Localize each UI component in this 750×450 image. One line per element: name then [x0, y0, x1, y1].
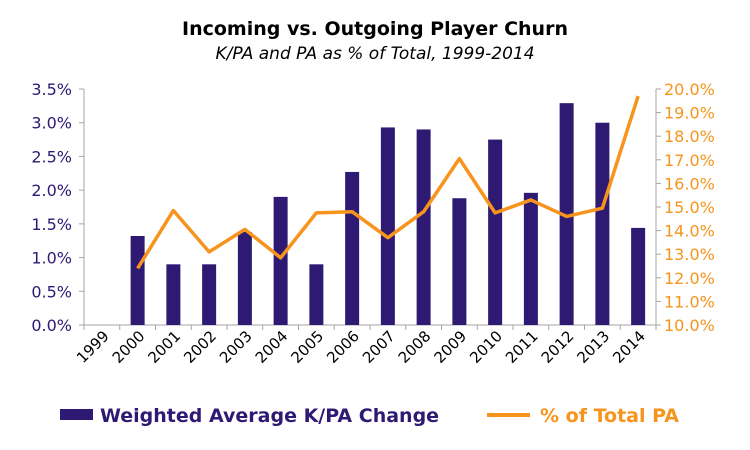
x-tick-label: 1999 — [73, 327, 113, 367]
bar — [273, 196, 288, 325]
x-tick-label: 2006 — [323, 327, 363, 367]
bar — [202, 264, 217, 325]
y-right-tick-label: 11.0% — [664, 292, 715, 311]
bar — [166, 264, 181, 325]
y-right-tick-label: 10.0% — [664, 316, 715, 335]
y-left-tick-label: 0.5% — [31, 282, 72, 301]
y-right-tick-label: 12.0% — [664, 269, 715, 288]
bar — [345, 171, 360, 325]
bar — [523, 192, 538, 325]
x-tick-label: 2002 — [180, 327, 220, 367]
x-tick-label: 2003 — [216, 327, 256, 367]
x-tick-label: 2004 — [252, 327, 292, 367]
bar — [380, 127, 395, 325]
bar — [488, 139, 503, 325]
bar — [559, 103, 574, 325]
x-tick-label: 2011 — [502, 327, 542, 367]
legend-swatch-bar — [60, 409, 93, 420]
y-left-tick-label: 2.0% — [31, 181, 72, 200]
chart-subtitle: K/PA and PA as % of Total, 1999-2014 — [215, 44, 534, 64]
y-left-tick-label: 1.0% — [31, 249, 72, 268]
bar — [416, 129, 431, 325]
y-right-tick-label: 16.0% — [664, 174, 715, 193]
x-tick-label: 2009 — [430, 327, 470, 367]
x-tick-label: 2008 — [395, 327, 435, 367]
x-tick-label: 2014 — [609, 327, 649, 367]
x-tick-label: 2010 — [466, 327, 506, 367]
bar — [452, 198, 467, 325]
bar — [309, 264, 324, 325]
bar — [631, 227, 646, 325]
y-right-tick-label: 15.0% — [664, 198, 715, 217]
x-tick-label: 2005 — [287, 327, 327, 367]
y-left-tick-label: 2.5% — [31, 147, 72, 166]
chart-title: Incoming vs. Outgoing Player Churn — [182, 18, 568, 40]
bar — [595, 122, 610, 325]
x-tick-label: 2012 — [538, 327, 578, 367]
x-tick-label: 2000 — [109, 327, 149, 367]
y-left-tick-label: 0.0% — [31, 316, 72, 335]
y-left-tick-label: 1.5% — [31, 215, 72, 234]
y-left-tick-label: 3.5% — [31, 80, 72, 99]
y-right-tick-label: 17.0% — [664, 151, 715, 170]
x-tick-label: 2013 — [573, 327, 613, 367]
x-tick-label: 2001 — [144, 327, 184, 367]
legend-label-bar: Weighted Average K/PA Change — [100, 405, 439, 427]
bar — [237, 231, 252, 325]
y-right-tick-label: 18.0% — [664, 127, 715, 146]
x-tick-label: 2007 — [359, 327, 399, 367]
bar — [130, 235, 145, 325]
y-right-tick-label: 20.0% — [664, 80, 715, 99]
line-series — [136, 95, 640, 270]
y-right-tick-label: 19.0% — [664, 104, 715, 123]
plot-area: 0.0% 0.5% 1.0% 1.5% 2.0% 2.5% 3.0% 3.5% 10.0% 11.… — [31, 80, 714, 367]
legend: Weighted Average K/PA Change % of Total … — [60, 405, 679, 427]
legend-label-line: % of Total PA — [540, 405, 679, 427]
y-right-tick-label: 13.0% — [664, 245, 715, 264]
y-right-tick-label: 14.0% — [664, 222, 715, 241]
y-left-tick-label: 3.0% — [31, 114, 72, 133]
